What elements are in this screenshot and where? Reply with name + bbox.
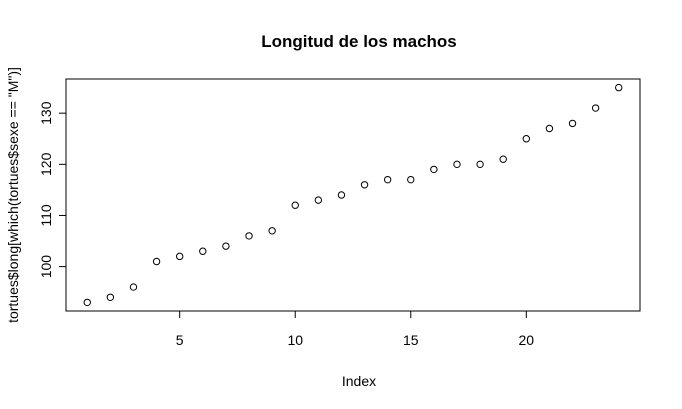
data-point bbox=[83, 298, 91, 307]
data-point bbox=[337, 191, 346, 199]
chart-title: Longitud de los machos bbox=[261, 32, 457, 51]
data-point bbox=[430, 165, 438, 174]
x-axis: 5 10 15 20 bbox=[176, 310, 535, 348]
x-axis-label: Index bbox=[342, 373, 376, 389]
data-point bbox=[383, 175, 392, 184]
plot-frame bbox=[65, 78, 641, 312]
x-tick-label: 20 bbox=[519, 332, 535, 348]
data-point bbox=[314, 196, 323, 204]
data-point bbox=[222, 242, 230, 250]
data-point bbox=[545, 124, 554, 133]
data-point bbox=[245, 232, 253, 240]
data-point bbox=[360, 181, 369, 189]
x-tick-label: 10 bbox=[287, 332, 303, 348]
data-point bbox=[615, 83, 623, 92]
data-point bbox=[129, 283, 138, 291]
y-tick-label: 110 bbox=[38, 204, 54, 227]
x-tick-label: 15 bbox=[403, 332, 419, 348]
y-tick-label: 120 bbox=[38, 152, 54, 176]
data-point bbox=[106, 293, 115, 301]
y-tick-label: 100 bbox=[38, 255, 54, 279]
data-point bbox=[152, 257, 161, 266]
y-tick-label: 130 bbox=[38, 101, 54, 125]
data-point bbox=[199, 247, 207, 255]
data-points bbox=[83, 83, 623, 307]
data-point bbox=[268, 227, 276, 235]
y-axis-label: tortues$long[which(tortues$sexe == "M")] bbox=[5, 67, 21, 323]
data-point bbox=[568, 119, 577, 128]
data-point bbox=[453, 160, 461, 169]
data-point bbox=[291, 201, 299, 209]
data-point bbox=[522, 135, 531, 143]
data-point bbox=[476, 160, 484, 169]
data-point bbox=[499, 155, 507, 163]
y-axis: 100 110 120 130 bbox=[38, 101, 67, 279]
data-point bbox=[591, 104, 600, 112]
data-point bbox=[407, 175, 415, 184]
data-point bbox=[175, 252, 184, 261]
x-tick-label: 5 bbox=[176, 332, 184, 348]
